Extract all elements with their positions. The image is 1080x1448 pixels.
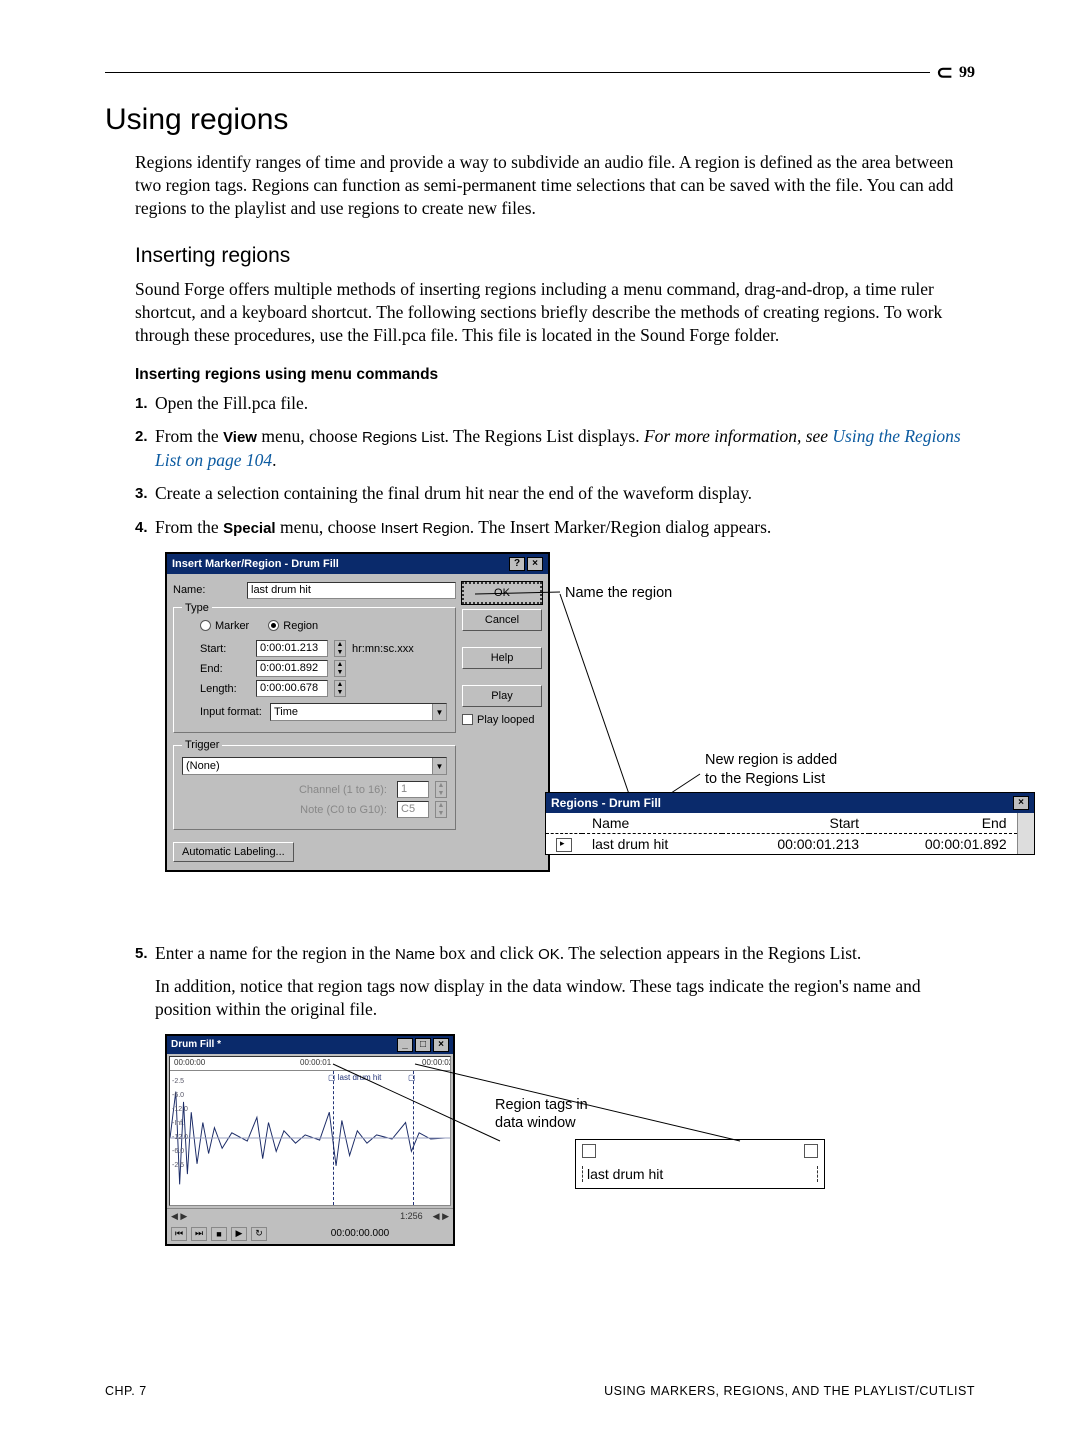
dialog-titlebar[interactable]: Insert Marker/Region - Drum Fill ? ×: [167, 554, 548, 574]
length-label: Length:: [182, 683, 250, 695]
name-box-label: Name: [395, 946, 435, 963]
region-flag-icon: [582, 1144, 596, 1158]
step-3: 3.Create a selection containing the fina…: [135, 482, 975, 506]
time-display: 00:00:00.000: [331, 1228, 389, 1239]
page-footer: CHP. 7 USING MARKERS, REGIONS, AND THE P…: [105, 1384, 975, 1398]
input-format-label: Input format:: [182, 706, 264, 718]
transport-toolbar: ⏮ ⏭ ■ ▶ ↻ 00:00:00.000: [167, 1224, 453, 1244]
start-label: Start:: [182, 643, 250, 655]
ok-label: OK: [538, 946, 560, 963]
end-input[interactable]: 0:00:01.892: [256, 660, 328, 677]
help-icon[interactable]: ?: [509, 557, 525, 571]
intro-paragraph: Regions identify ranges of time and prov…: [135, 151, 975, 220]
footer-left: CHP. 7: [105, 1384, 147, 1398]
stop-icon[interactable]: ■: [211, 1227, 227, 1241]
dialog-diagram: Insert Marker/Region - Drum Fill ? × Nam…: [135, 552, 975, 922]
type-fieldset: Type Marker Region Start:0:00:01.213▲▼hr…: [173, 602, 456, 734]
waveform-canvas[interactable]: 00:00:00 00:00:01 00:00:02 ▢ last drum h…: [169, 1056, 451, 1206]
header-rule: [105, 72, 930, 73]
close-icon[interactable]: ×: [527, 557, 543, 571]
note-label: Note (C0 to G10):: [300, 804, 387, 816]
annot-new-region: New region is added to the Regions List: [705, 751, 837, 789]
channel-input: 1: [397, 781, 429, 798]
waveform-svg: [170, 1071, 450, 1205]
length-input[interactable]: 0:00:00.678: [256, 680, 328, 697]
page-number: 99: [959, 64, 975, 82]
note-input: C5: [397, 801, 429, 818]
name-label: Name:: [173, 584, 241, 596]
play-icon[interactable]: ▶: [231, 1227, 247, 1241]
ok-button[interactable]: OK: [462, 582, 542, 604]
scrollbar[interactable]: [1017, 813, 1034, 854]
step-1: 1.Open the Fill.pca file.: [135, 392, 975, 416]
end-spinner[interactable]: ▲▼: [334, 660, 346, 677]
dialog-title: Insert Marker/Region - Drum Fill: [172, 558, 339, 570]
step-5: 5. Enter a name for the region in the Na…: [135, 942, 975, 1022]
region-flag-icon: [804, 1144, 818, 1158]
regions-list-window: Regions - Drum Fill× NameStartEnd last d…: [545, 792, 1035, 855]
waveform-window: Drum Fill *_□× 00:00:00 00:00:01 00:00:0…: [165, 1034, 455, 1246]
step-1-text: Open the Fill.pca file.: [155, 393, 308, 413]
heading-h1: Using regions: [105, 103, 975, 137]
footer-right: USING MARKERS, REGIONS, AND THE PLAYLIST…: [604, 1384, 975, 1398]
wave-titlebar[interactable]: Drum Fill *_□×: [167, 1036, 453, 1054]
channel-label: Channel (1 to 16):: [299, 784, 387, 796]
waveform-diagram: Drum Fill *_□× 00:00:00 00:00:01 00:00:0…: [135, 1034, 975, 1254]
start-input[interactable]: 0:00:01.213: [256, 640, 328, 657]
length-spinner[interactable]: ▲▼: [334, 680, 346, 697]
region-tag-zoom: last drum hit: [575, 1139, 825, 1189]
header-ornament: ⊂: [936, 60, 953, 85]
p2: Sound Forge offers multiple methods of i…: [135, 278, 975, 347]
start-spinner[interactable]: ▲▼: [334, 640, 346, 657]
goto-end-icon[interactable]: ⏭: [191, 1227, 207, 1241]
special-menu-label: Special: [223, 520, 276, 537]
loop-icon[interactable]: ↻: [251, 1227, 267, 1241]
status-bar: ◀ ▶1:256◀ ▶: [167, 1208, 453, 1224]
insert-region-item: Insert Region: [381, 520, 470, 537]
step-4: 4. From the Special menu, choose Insert …: [135, 516, 975, 540]
close-icon[interactable]: ×: [1013, 796, 1029, 810]
play-looped-checkbox[interactable]: Play looped: [462, 714, 542, 726]
annot-name-region: Name the region: [565, 584, 672, 603]
col-start: Start: [722, 813, 870, 834]
heading-h3: Inserting regions using menu commands: [135, 366, 975, 384]
input-format-dropdown[interactable]: Time▼: [270, 703, 447, 721]
marker-radio[interactable]: Marker: [200, 620, 249, 632]
automatic-labeling-button[interactable]: Automatic Labeling...: [173, 842, 294, 862]
trigger-fieldset: Trigger (None)▼ Channel (1 to 16):1▲▼ No…: [173, 739, 456, 830]
region-radio[interactable]: Region: [268, 620, 318, 632]
cancel-button[interactable]: Cancel: [462, 609, 542, 631]
region-row[interactable]: last drum hit00:00:01.21300:00:01.892: [546, 833, 1017, 854]
annot-region-tags: Region tags in data window: [495, 1096, 588, 1134]
zoom-region-name: last drum hit: [582, 1166, 818, 1182]
steps-list: 1.Open the Fill.pca file. 2. From the Vi…: [135, 392, 975, 540]
col-name: Name: [582, 813, 722, 834]
db-scale: -2.5-6.0-12.0-Inf.-12.0-6.0-2.5: [172, 1075, 188, 1173]
col-end: End: [869, 813, 1017, 834]
steps-list-cont: 5. Enter a name for the region in the Na…: [135, 942, 975, 1022]
close-icon[interactable]: ×: [433, 1038, 449, 1052]
trigger-dropdown[interactable]: (None)▼: [182, 757, 447, 775]
regions-list-item: Regions List: [362, 429, 445, 446]
minimize-icon[interactable]: _: [397, 1038, 413, 1052]
heading-h2: Inserting regions: [135, 244, 975, 268]
name-input[interactable]: last drum hit: [247, 582, 456, 599]
insert-marker-region-dialog: Insert Marker/Region - Drum Fill ? × Nam…: [165, 552, 550, 873]
goto-start-icon[interactable]: ⏮: [171, 1227, 187, 1241]
step-2: 2. From the View menu, choose Regions Li…: [135, 425, 975, 472]
regions-list-titlebar[interactable]: Regions - Drum Fill×: [546, 793, 1034, 813]
play-button[interactable]: Play: [462, 685, 542, 707]
region-icon: [556, 838, 572, 852]
end-label: End:: [182, 663, 250, 675]
view-menu-label: View: [223, 429, 257, 446]
step-5-p2: In addition, notice that region tags now…: [155, 975, 975, 1021]
help-button[interactable]: Help: [462, 647, 542, 669]
maximize-icon[interactable]: □: [415, 1038, 431, 1052]
start-unit: hr:mn:sc.xxx: [352, 643, 414, 655]
page-header: ⊂ 99: [105, 60, 975, 85]
time-ruler: 00:00:00 00:00:01 00:00:02: [170, 1057, 450, 1071]
